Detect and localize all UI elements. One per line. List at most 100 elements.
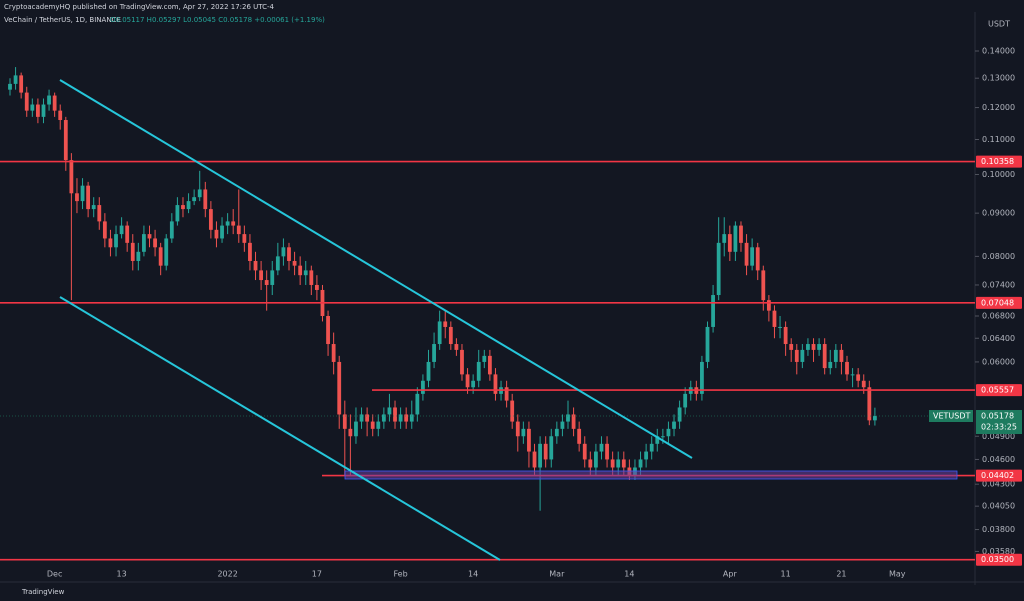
candle-body [387, 407, 392, 415]
candle-body [705, 326, 710, 362]
candle-body [19, 75, 24, 93]
candle-body [47, 95, 51, 105]
x-tick-label: 13 [117, 570, 127, 579]
candle-body [214, 229, 219, 239]
publisher: CryptoacademyHQ published on TradingView… [4, 3, 275, 11]
candle-body [437, 321, 442, 345]
candle-body [448, 326, 453, 345]
candle-body [248, 242, 252, 261]
candle-body [281, 247, 286, 257]
candle-body [309, 270, 314, 285]
x-tick-label: Mar [549, 570, 565, 579]
candle-body [86, 185, 91, 210]
candle-body [549, 436, 554, 460]
candle-body [655, 436, 660, 444]
candle-body [398, 414, 403, 422]
candle-body [63, 120, 68, 161]
candle-body [850, 374, 855, 376]
candle-body [136, 251, 141, 261]
candle-body [605, 443, 609, 460]
level-label-box [976, 469, 1022, 482]
y-tick-label: 0.06400 [982, 334, 1015, 343]
y-tick-label: 0.06800 [982, 312, 1015, 321]
candle-body [867, 387, 872, 421]
candle-body [197, 189, 202, 198]
x-tick-label: 11 [781, 570, 791, 579]
candle-body [24, 92, 29, 111]
candle-body [666, 428, 671, 437]
candle-body [471, 380, 476, 388]
candle-body [354, 421, 358, 437]
candle-body [342, 414, 347, 429]
candle-body [409, 414, 414, 422]
candle-body [186, 201, 191, 210]
x-tick-label: 21 [836, 570, 846, 579]
candle-body [303, 270, 308, 276]
candle-body [861, 380, 866, 388]
candle-body [465, 374, 470, 388]
candle-body [426, 361, 431, 381]
currency: USDT [988, 20, 1010, 29]
y-tick-label: 0.03580 [982, 547, 1015, 556]
x-tick-label: Dec [47, 570, 62, 579]
candle-body [381, 414, 386, 422]
last-price-name: VETUSDT [933, 412, 971, 421]
support-zone [344, 470, 958, 480]
candle-body [761, 270, 766, 301]
candle-body [739, 225, 743, 243]
level-label-box [976, 384, 1022, 397]
candle-body [554, 428, 559, 437]
countdown: 02:33:25 [981, 423, 1017, 432]
y-tick-label: 0.07400 [982, 280, 1015, 289]
candle-body [108, 238, 113, 248]
candle-body [660, 436, 665, 438]
last-price-label: 0.05178 [981, 412, 1014, 421]
candle-body [114, 234, 118, 248]
candle-body [839, 349, 844, 362]
candle-body [833, 349, 838, 362]
candle-body [331, 344, 336, 362]
candle-body [616, 459, 621, 468]
footer-brand: TradingView [21, 588, 65, 596]
candle-body [359, 414, 364, 422]
candle-body [454, 344, 459, 350]
candle-body [638, 459, 643, 468]
candle-body [577, 428, 582, 444]
candle-body [711, 295, 715, 327]
candle-body [36, 104, 40, 117]
candle-body [789, 344, 794, 350]
candle-body [766, 300, 771, 311]
candle-body [683, 393, 688, 408]
candle-body [800, 349, 805, 362]
candle-body [287, 247, 291, 261]
candle-body [298, 265, 303, 276]
candle-body [181, 205, 185, 210]
candle-body [594, 451, 598, 468]
y-tick-label: 0.08000 [982, 252, 1015, 261]
candle-body [203, 189, 208, 210]
x-tick-label: 2022 [217, 570, 237, 579]
x-tick-label: 14 [468, 570, 478, 579]
candle-body [208, 209, 213, 230]
ohlc-legend: O0.05117 H0.05297 L0.05045 C0.05178 +0.0… [110, 16, 325, 24]
candle-body [476, 361, 481, 381]
candle-body [856, 374, 861, 381]
candle-body [783, 326, 788, 345]
candle-body [571, 414, 576, 429]
candle-body [164, 238, 169, 266]
x-tick-label: 14 [624, 570, 634, 579]
level-label-box [976, 296, 1022, 309]
candle-body [169, 221, 174, 239]
candle-body [543, 443, 548, 460]
x-tick-label: 17 [312, 570, 322, 579]
overlay: 0.14000 0.13000 0.12000 0.11000 0.10000 0.090… [47, 47, 1022, 579]
candle-body [315, 284, 319, 290]
candle-body [755, 247, 760, 271]
candle-body [811, 344, 816, 350]
candle-body [236, 225, 241, 235]
candle-body [532, 451, 537, 468]
candle-body [264, 280, 269, 285]
last-price-box [976, 410, 1022, 435]
candle-body [822, 344, 827, 369]
candle-body [621, 459, 626, 468]
